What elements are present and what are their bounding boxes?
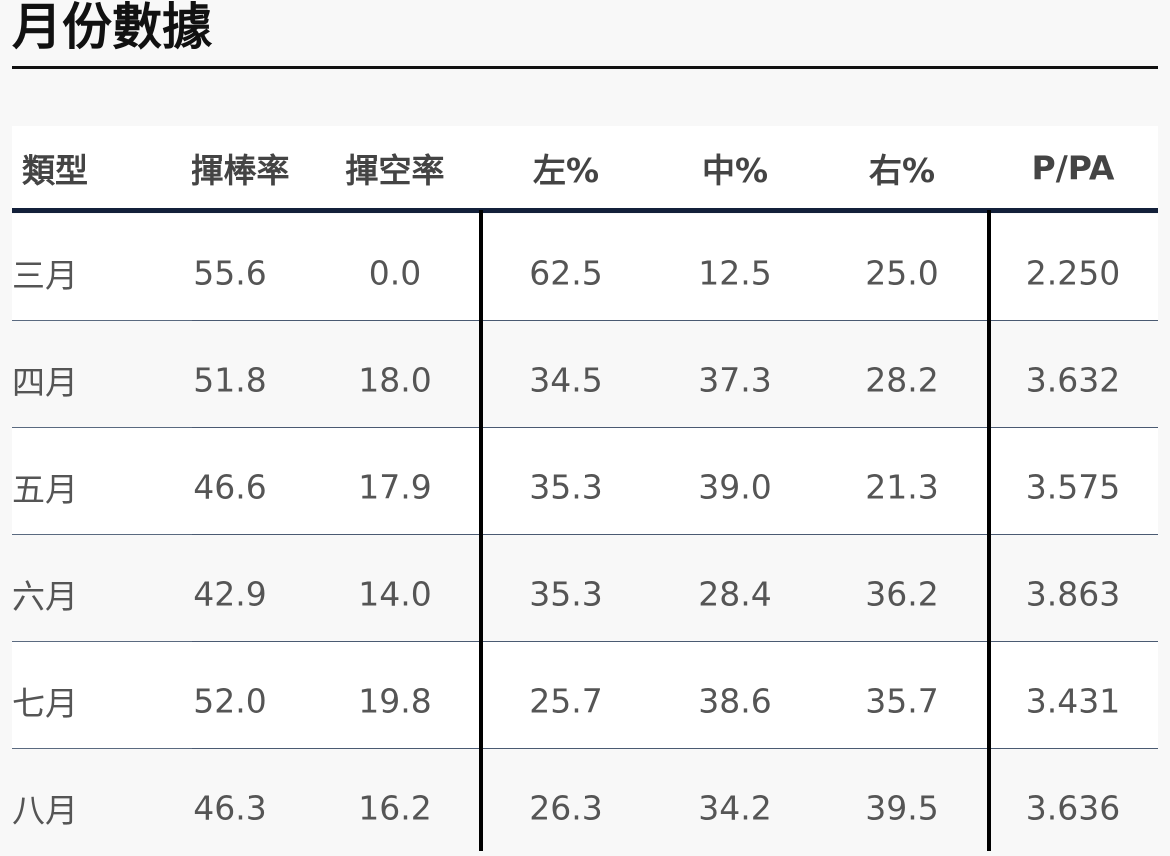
row-divider <box>12 427 192 428</box>
table-cell: 12.5 <box>698 253 772 292</box>
table-row <box>12 321 1158 428</box>
table-cell: 17.9 <box>358 467 432 506</box>
table-cell: 55.6 <box>193 253 267 292</box>
table-cell: 18.0 <box>358 360 432 399</box>
row-label: 六月 <box>12 576 78 616</box>
table-row <box>12 214 1158 321</box>
table-cell: 0.0 <box>368 253 422 292</box>
table-cell: 26.3 <box>529 788 603 827</box>
table-row <box>12 642 1158 749</box>
header-clip: 揮棒率 揮空率 左% 中% 右% P/PA <box>192 126 1158 210</box>
row-label: 八月 <box>12 790 78 830</box>
column-header: 左% <box>532 151 600 190</box>
table-cell: 62.5 <box>529 253 603 292</box>
table-cell: 34.2 <box>698 788 772 827</box>
table-cell: 28.2 <box>865 360 939 399</box>
table-row <box>12 428 1158 535</box>
table-cell: 38.6 <box>698 681 772 720</box>
table-cell: 51.8 <box>193 360 267 399</box>
page-title: 月份數據 <box>12 0 212 56</box>
table-cell: 42.9 <box>193 574 267 613</box>
column-divider <box>479 210 483 851</box>
table-cell: 3.863 <box>1025 574 1121 613</box>
table-cell: 3.636 <box>1025 788 1121 827</box>
column-header: 類型 <box>22 151 88 190</box>
row-label: 四月 <box>12 362 78 402</box>
column-header: 中% <box>701 151 769 190</box>
table-cell: 3.431 <box>1025 681 1121 720</box>
data-table: 揮棒率 揮空率 左% 中% 右% P/PA 類型三月 55.6 0.0 62.5 12.5 25.0 2… <box>12 126 1158 856</box>
table-cell: 37.3 <box>698 360 772 399</box>
row-label: 五月 <box>12 469 78 509</box>
table-cell: 19.8 <box>358 681 432 720</box>
table-cell: 35.3 <box>529 574 603 613</box>
row-divider <box>12 534 192 535</box>
table-cell: 46.6 <box>193 467 267 506</box>
row-divider <box>12 641 192 642</box>
table-cell: 3.575 <box>1025 467 1121 506</box>
table-cell: 21.3 <box>865 467 939 506</box>
title-rule <box>12 66 1158 69</box>
table-cell: 3.632 <box>1025 360 1121 399</box>
table-cell: 46.3 <box>193 788 267 827</box>
row-divider <box>12 320 192 321</box>
table-cell: 2.250 <box>1025 253 1121 292</box>
row-divider <box>12 748 192 749</box>
table-row <box>12 749 1158 856</box>
table-cell: 39.0 <box>698 467 772 506</box>
row-label: 七月 <box>12 683 78 723</box>
table-cell: 35.7 <box>865 681 939 720</box>
column-header: 揮空率 <box>345 151 445 190</box>
header-divider <box>12 208 1158 213</box>
table-cell: 25.0 <box>865 253 939 292</box>
table-cell: 39.5 <box>865 788 939 827</box>
column-divider <box>987 210 991 851</box>
table-row <box>12 535 1158 642</box>
table-cell: 35.3 <box>529 467 603 506</box>
column-header: P/PA <box>1031 148 1115 188</box>
row-label: 三月 <box>12 255 78 295</box>
table-cell: 25.7 <box>529 681 603 720</box>
column-header: 揮棒率 <box>192 151 290 190</box>
column-header: 右% <box>868 151 936 190</box>
table-cell: 16.2 <box>358 788 432 827</box>
table-cell: 14.0 <box>358 574 432 613</box>
table-cell: 28.4 <box>698 574 772 613</box>
table-cell: 36.2 <box>865 574 939 613</box>
table-cell: 52.0 <box>193 681 267 720</box>
header-row <box>12 126 1158 210</box>
table-cell: 34.5 <box>529 360 603 399</box>
